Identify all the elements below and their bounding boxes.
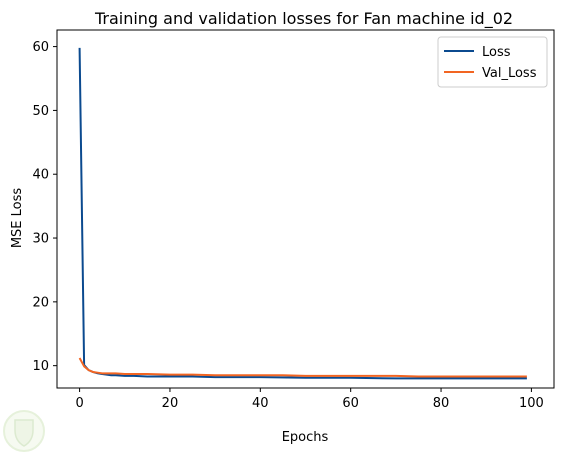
watermark-shield-logo	[3, 410, 45, 452]
legend-label-loss: Loss	[482, 45, 511, 60]
x-tick-label: 20	[162, 396, 179, 411]
y-tick-label: 40	[32, 168, 49, 183]
series-line-loss	[78, 47, 527, 380]
x-tick-label: 0	[75, 396, 83, 411]
y-axis-title: MSE Loss	[10, 188, 25, 249]
y-tick-label: 20	[32, 295, 49, 310]
x-tick-label: 80	[433, 396, 450, 411]
y-tick-label: 30	[32, 232, 49, 247]
legend-box	[437, 36, 548, 88]
y-tick-label: 10	[32, 359, 49, 374]
x-axis-title: Epochs	[282, 430, 329, 445]
chart-title: Training and validation losses for Fan m…	[94, 9, 513, 29]
plot-marks	[78, 47, 527, 380]
plot-frame	[56, 29, 555, 389]
legend: Loss Val_Loss	[437, 36, 548, 88]
x-tick-label: 60	[342, 396, 359, 411]
legend-label-val-loss: Val_Loss	[482, 66, 537, 81]
series-line-val-loss	[78, 357, 527, 378]
y-tick-label: 50	[32, 104, 49, 119]
axis-ticks: 0 20 40 60 80 100 10 20 30 40 50 60	[32, 40, 543, 411]
x-tick-label: 40	[252, 396, 269, 411]
x-tick-label: 100	[519, 396, 544, 411]
y-tick-label: 60	[32, 40, 49, 55]
